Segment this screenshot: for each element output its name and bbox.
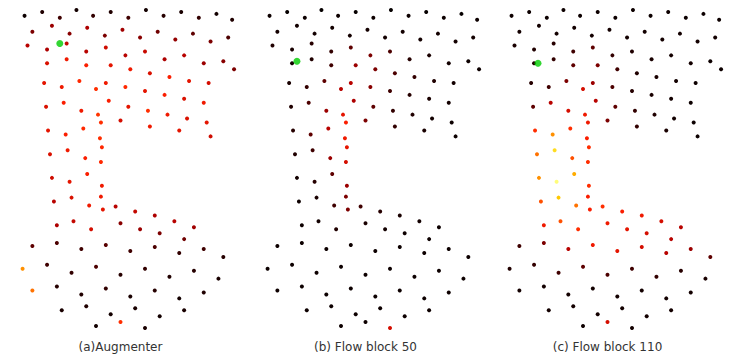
svg-text:(a)Augmenter: (a)Augmenter bbox=[79, 340, 163, 354]
svg-text:(b) Flow block 50: (b) Flow block 50 bbox=[314, 340, 417, 354]
svg-text:(c) Flow block 110: (c) Flow block 110 bbox=[553, 340, 663, 354]
